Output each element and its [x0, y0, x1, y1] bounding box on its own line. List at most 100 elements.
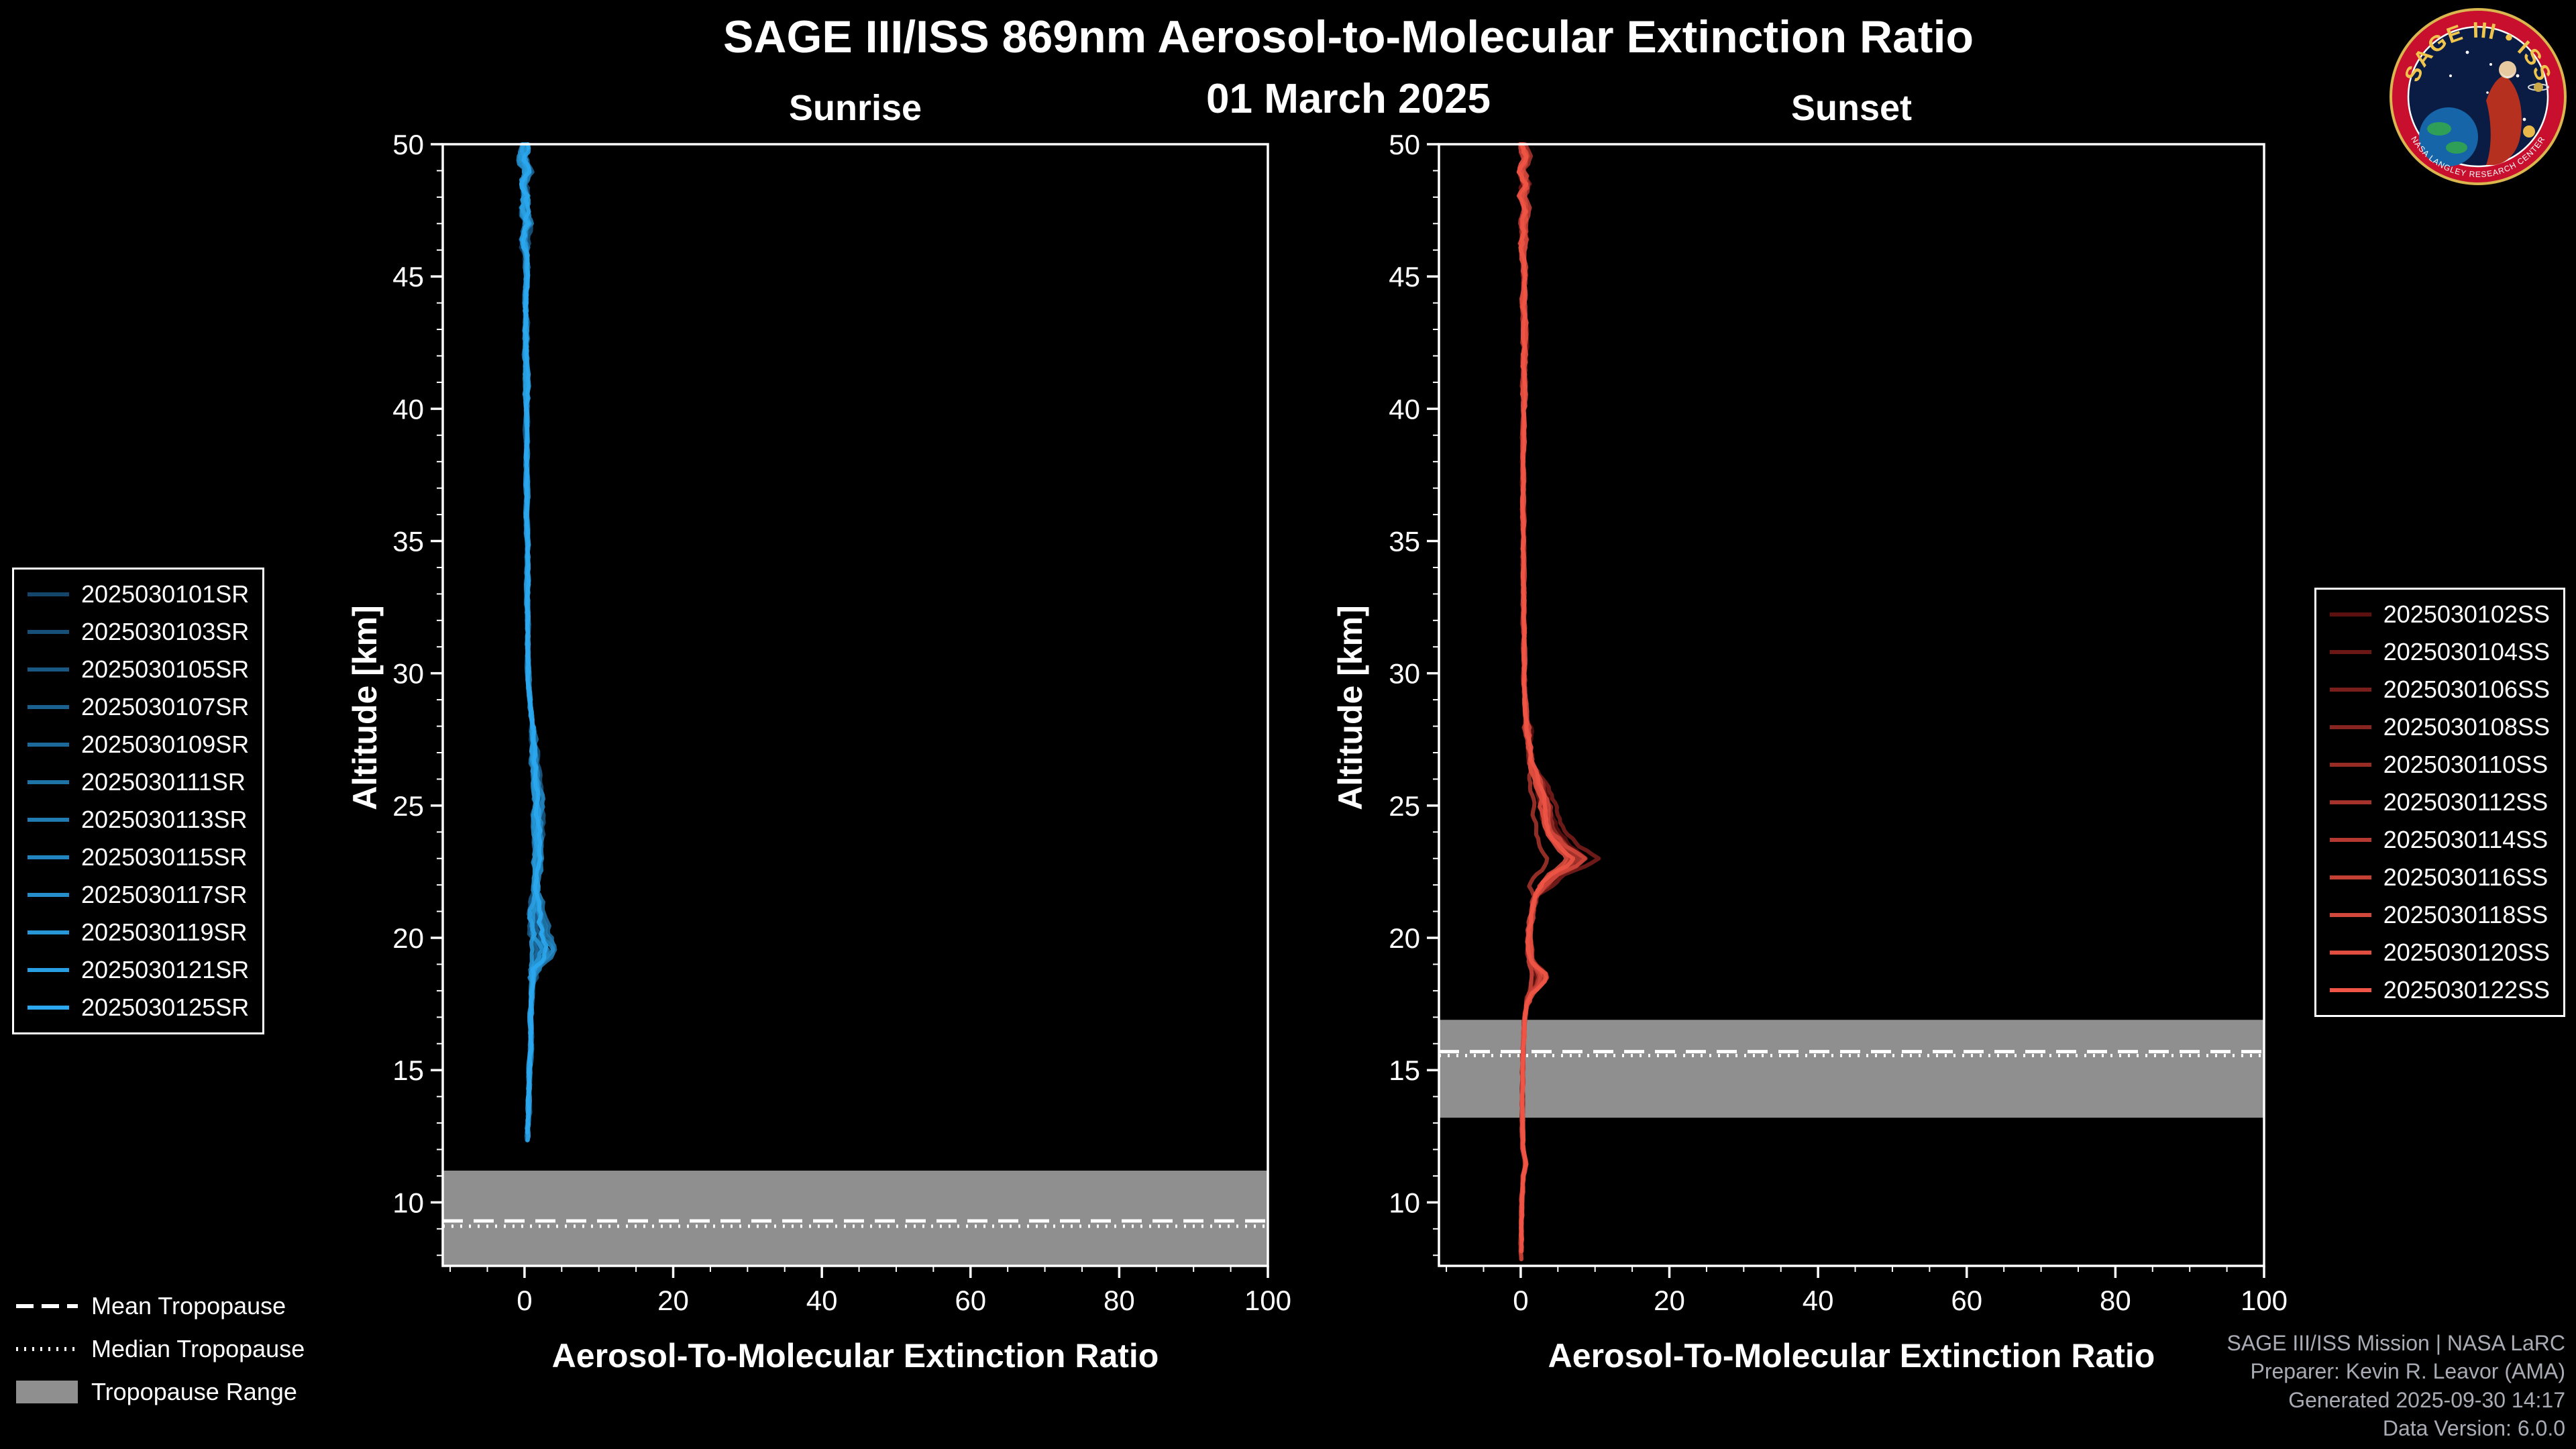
series-color-swatch	[28, 705, 69, 709]
series-label: 2025030111SR	[81, 768, 246, 796]
series-color-swatch	[28, 667, 69, 672]
series-label: 2025030125SR	[81, 994, 250, 1021]
legend-item: 2025030102SS	[2329, 599, 2550, 630]
y-tick-label: 20	[392, 922, 424, 954]
legend-item: 2025030122SS	[2329, 975, 2550, 1006]
series-label: 2025030108SS	[2383, 713, 2550, 741]
series-label: 2025030116SS	[2383, 863, 2548, 891]
series-label: 2025030104SS	[2383, 638, 2550, 665]
y-tick-label: 20	[1389, 922, 1420, 954]
series-label: 2025030113SR	[81, 806, 248, 833]
series-color-swatch	[2329, 763, 2371, 767]
legend-item: 2025030115SR	[28, 842, 249, 873]
logo-sage-head	[2499, 61, 2516, 78]
plot-border	[1438, 143, 2265, 1267]
profile-line	[519, 142, 549, 1134]
x-tick-label: 100	[1244, 1285, 1291, 1316]
x-tick-label: 100	[2241, 1285, 2288, 1316]
series-label: 2025030103SR	[81, 618, 250, 645]
y-tick-label: 30	[1389, 658, 1420, 690]
series-label: 2025030105SR	[81, 655, 250, 683]
legend-item: 2025030113SR	[28, 804, 249, 835]
y-tick-label: 45	[392, 261, 424, 292]
credit-data-version: Data Version: 6.0.0	[2382, 1415, 2565, 1440]
legend-item: 2025030114SS	[2329, 824, 2550, 855]
series-color-swatch	[28, 630, 69, 634]
series-label: 2025030102SS	[2383, 600, 2550, 628]
date-label: 01 March 2025	[1206, 76, 1491, 122]
credit-preparer: Preparer: Kevin R. Leavor (AMA)	[2250, 1359, 2566, 1384]
y-tick-label: 35	[392, 526, 424, 557]
mean-tropopause-label: Mean Tropopause	[91, 1292, 286, 1320]
series-label: 2025030110SS	[2383, 751, 2548, 778]
series-color-swatch	[2329, 913, 2371, 917]
legend-item: 2025030110SS	[2329, 749, 2550, 780]
series-color-swatch	[28, 968, 69, 972]
sunset-legend: 2025030102SS 2025030104SS 2025030106SS 2025…	[2314, 588, 2565, 1017]
x-axis-label-sunrise: Aerosol-To-Molecular Extinction Ratio	[551, 1337, 1159, 1375]
legend-item: 2025030116SS	[2329, 862, 2550, 893]
series-label: 2025030101SR	[81, 580, 250, 608]
series-color-swatch	[28, 930, 69, 934]
x-tick-label: 80	[1104, 1285, 1135, 1316]
series-color-swatch	[2329, 951, 2371, 955]
series-label: 2025030122SS	[2383, 976, 2550, 1004]
median-tropopause-legend-item: Median Tropopause	[16, 1332, 305, 1366]
y-axis-label-sunrise: Altitude [km]	[346, 605, 384, 810]
tropopause-range-legend-item: Tropopause Range	[16, 1375, 305, 1409]
x-tick-label: 40	[806, 1285, 838, 1316]
legend-item: 2025030101SR	[28, 579, 249, 610]
legend-item: 2025030103SR	[28, 616, 249, 647]
sunrise-plot-svg: 0 20 40 60 80 100 10 15 20 25 30 35 40 45 50	[392, 129, 1291, 1316]
logo-sage-figure	[2486, 75, 2522, 165]
legend-item: 2025030109SR	[28, 729, 249, 760]
legend-item: 2025030107SR	[28, 692, 249, 722]
series-color-swatch	[2329, 988, 2371, 992]
series-color-swatch	[28, 780, 69, 784]
credit-mission: SAGE III/ISS Mission | NASA LaRC	[2226, 1331, 2565, 1356]
x-tick-label: 20	[1654, 1285, 1685, 1316]
y-tick-label: 25	[392, 790, 424, 822]
y-tick-label: 10	[1389, 1187, 1420, 1218]
x-axis-label-sunset: Aerosol-To-Molecular Extinction Ratio	[1548, 1337, 2155, 1375]
x-tick-label: 0	[517, 1285, 532, 1316]
y-tick-label: 50	[1389, 129, 1420, 160]
series-label: 2025030121SR	[81, 956, 250, 983]
y-tick-label: 35	[1389, 526, 1420, 557]
y-tick-label: 40	[392, 393, 424, 425]
median-tropopause-label: Median Tropopause	[91, 1335, 305, 1362]
panel-title-sunset: Sunset	[1790, 88, 1913, 128]
sunrise-legend: 2025030101SR 2025030103SR 2025030105SR 2025…	[12, 568, 265, 1034]
series-label: 2025030120SS	[2383, 938, 2550, 966]
series-color-swatch	[2329, 612, 2371, 616]
y-axis-label-sunset: Altitude [km]	[1332, 605, 1369, 810]
legend-item: 2025030108SS	[2329, 712, 2550, 743]
mean-tropopause-swatch	[16, 1304, 78, 1308]
y-tick-label: 15	[392, 1055, 424, 1086]
sunset-plot-svg: 0 20 40 60 80 100 10 15 20 25 30 35 40 45 50	[1389, 129, 2288, 1316]
panel-title-sunrise: Sunrise	[788, 88, 922, 128]
legend-item: 2025030106SS	[2329, 674, 2550, 705]
sunset-plot: 0 20 40 60 80 100 10 15 20 25 30 35 40 45 50	[1389, 129, 2288, 1316]
series-color-swatch	[2329, 875, 2371, 879]
series-color-swatch	[2329, 650, 2371, 654]
x-tick-label: 0	[1513, 1285, 1528, 1316]
legend-item: 2025030121SR	[28, 955, 249, 985]
tropopause-range-band	[443, 1171, 1268, 1266]
series-label: 2025030106SS	[2383, 676, 2550, 703]
series-label: 2025030109SR	[81, 731, 250, 758]
series-label: 2025030112SS	[2383, 788, 2548, 816]
legend-item: 2025030112SS	[2329, 787, 2550, 818]
credits: SAGE III/ISS Mission | NASA LaRC Prepare…	[2227, 1329, 2565, 1442]
mission-patch-logo: SAGE III • ISS NASA LANGLEY RESEARCH CEN…	[2390, 8, 2567, 185]
plot-border	[441, 143, 1269, 1267]
logo-ringed-planet	[2534, 83, 2543, 92]
logo-earth-land-1	[2427, 122, 2451, 136]
series-color-swatch	[28, 1006, 69, 1010]
tropopause-range-label: Tropopause Range	[91, 1378, 297, 1405]
x-tick-label: 40	[1803, 1285, 1834, 1316]
y-tick-label: 25	[1389, 790, 1420, 822]
series-color-swatch	[2329, 838, 2371, 842]
logo-sage-beard	[2500, 71, 2516, 78]
series-color-swatch	[28, 818, 69, 822]
